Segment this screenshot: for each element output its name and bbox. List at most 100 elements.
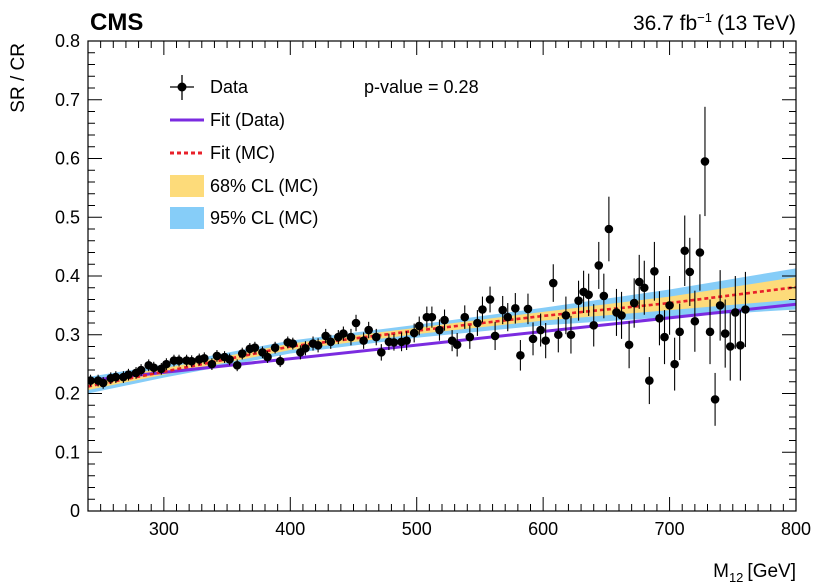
data-point <box>700 106 710 217</box>
data-point <box>536 313 545 347</box>
data-point <box>478 296 487 323</box>
data-point <box>301 341 310 356</box>
data-point-marker <box>624 340 634 350</box>
y-tick-label: 0.2 <box>55 384 80 404</box>
data-point-marker <box>212 351 222 361</box>
energy-label: (13 TeV) <box>717 12 796 35</box>
data-point <box>566 315 576 354</box>
legend-entry-fit-data: Fit (Data) <box>170 110 285 130</box>
data-point-marker <box>250 343 260 352</box>
legend-cl68-swatch <box>170 175 204 197</box>
data-point <box>541 323 550 359</box>
data-point-marker <box>645 376 654 385</box>
data-point-marker <box>326 337 336 347</box>
data-point <box>174 354 184 367</box>
legend-cl95-label: 95% CL (MC) <box>210 208 318 228</box>
data-point <box>275 355 285 368</box>
data-point <box>427 306 437 328</box>
data-point <box>377 344 386 361</box>
data-point <box>270 341 280 354</box>
data-point-marker <box>710 395 720 404</box>
data-point <box>548 264 558 302</box>
data-point-marker <box>604 224 614 234</box>
data-point-marker <box>485 295 495 304</box>
legend: Data Fit (Data) Fit (MC) 68% CL (MC) 95%… <box>170 75 318 229</box>
data-point <box>725 312 735 381</box>
data-point <box>660 310 669 365</box>
data-point <box>364 321 373 339</box>
data-point-marker <box>566 330 576 340</box>
data-point-marker <box>162 359 171 369</box>
data-point-marker <box>690 316 700 326</box>
data-point <box>731 276 740 349</box>
data-point-marker <box>700 157 710 166</box>
data-point <box>710 372 720 426</box>
data-point <box>741 271 750 348</box>
data-point-marker <box>427 312 437 322</box>
data-point <box>680 215 690 286</box>
data-point <box>389 334 399 351</box>
data-point <box>599 273 609 319</box>
data-point <box>624 321 634 369</box>
legend-cl95-swatch <box>170 207 204 229</box>
data-point <box>629 278 639 328</box>
data-point-marker <box>705 327 715 337</box>
data-point <box>440 309 449 331</box>
data-point <box>498 295 507 325</box>
data-point <box>634 254 644 309</box>
data-point <box>554 317 563 353</box>
data-point-marker <box>725 342 735 351</box>
data-point-marker <box>720 329 730 338</box>
data-point-marker <box>351 318 361 328</box>
data-point-marker <box>498 305 507 315</box>
data-point <box>516 340 525 371</box>
data-point <box>670 337 679 391</box>
data-point <box>690 290 700 352</box>
data-points <box>88 106 750 426</box>
data-point <box>589 304 599 347</box>
data-point-marker <box>98 378 108 388</box>
data-point-marker <box>225 355 234 364</box>
data-point <box>263 351 272 363</box>
data-point-marker <box>275 356 285 366</box>
data-point <box>528 322 538 356</box>
data-point <box>136 364 146 376</box>
data-point <box>584 273 593 316</box>
data-point <box>490 321 500 351</box>
legend-entry-data: Data <box>170 75 249 100</box>
data-point <box>639 260 649 315</box>
data-point <box>88 374 95 387</box>
data-point <box>98 377 108 389</box>
plot-area <box>88 106 796 426</box>
y-tick-label: 0.6 <box>55 149 80 169</box>
data-point-marker <box>377 348 386 357</box>
data-point <box>212 350 222 362</box>
data-point-marker <box>346 332 356 342</box>
x-axis-title-unit: [GeV] <box>747 561 796 582</box>
data-point <box>351 314 361 332</box>
data-point <box>124 368 133 381</box>
data-point <box>503 303 513 332</box>
y-tick-label: 0.7 <box>55 90 80 110</box>
data-point <box>720 299 730 368</box>
data-point-marker <box>187 356 196 366</box>
data-point-marker <box>695 248 705 257</box>
y-tick-label: 0.8 <box>55 31 80 51</box>
data-point-marker <box>675 327 684 337</box>
data-point-marker <box>715 301 725 310</box>
band-68-cl <box>88 277 796 390</box>
legend-entry-cl95: 95% CL (MC) <box>170 207 318 229</box>
data-point <box>460 305 470 329</box>
data-point-marker <box>136 365 146 375</box>
data-point <box>162 358 171 370</box>
data-point <box>359 332 368 349</box>
data-point-marker <box>435 325 444 335</box>
data-point-marker <box>584 290 593 300</box>
data-point <box>695 214 705 291</box>
data-point-marker <box>389 338 399 347</box>
x-tick-label: 800 <box>781 519 811 539</box>
data-point-marker <box>321 331 330 341</box>
data-point-marker <box>270 343 280 352</box>
data-point-marker <box>650 267 659 276</box>
